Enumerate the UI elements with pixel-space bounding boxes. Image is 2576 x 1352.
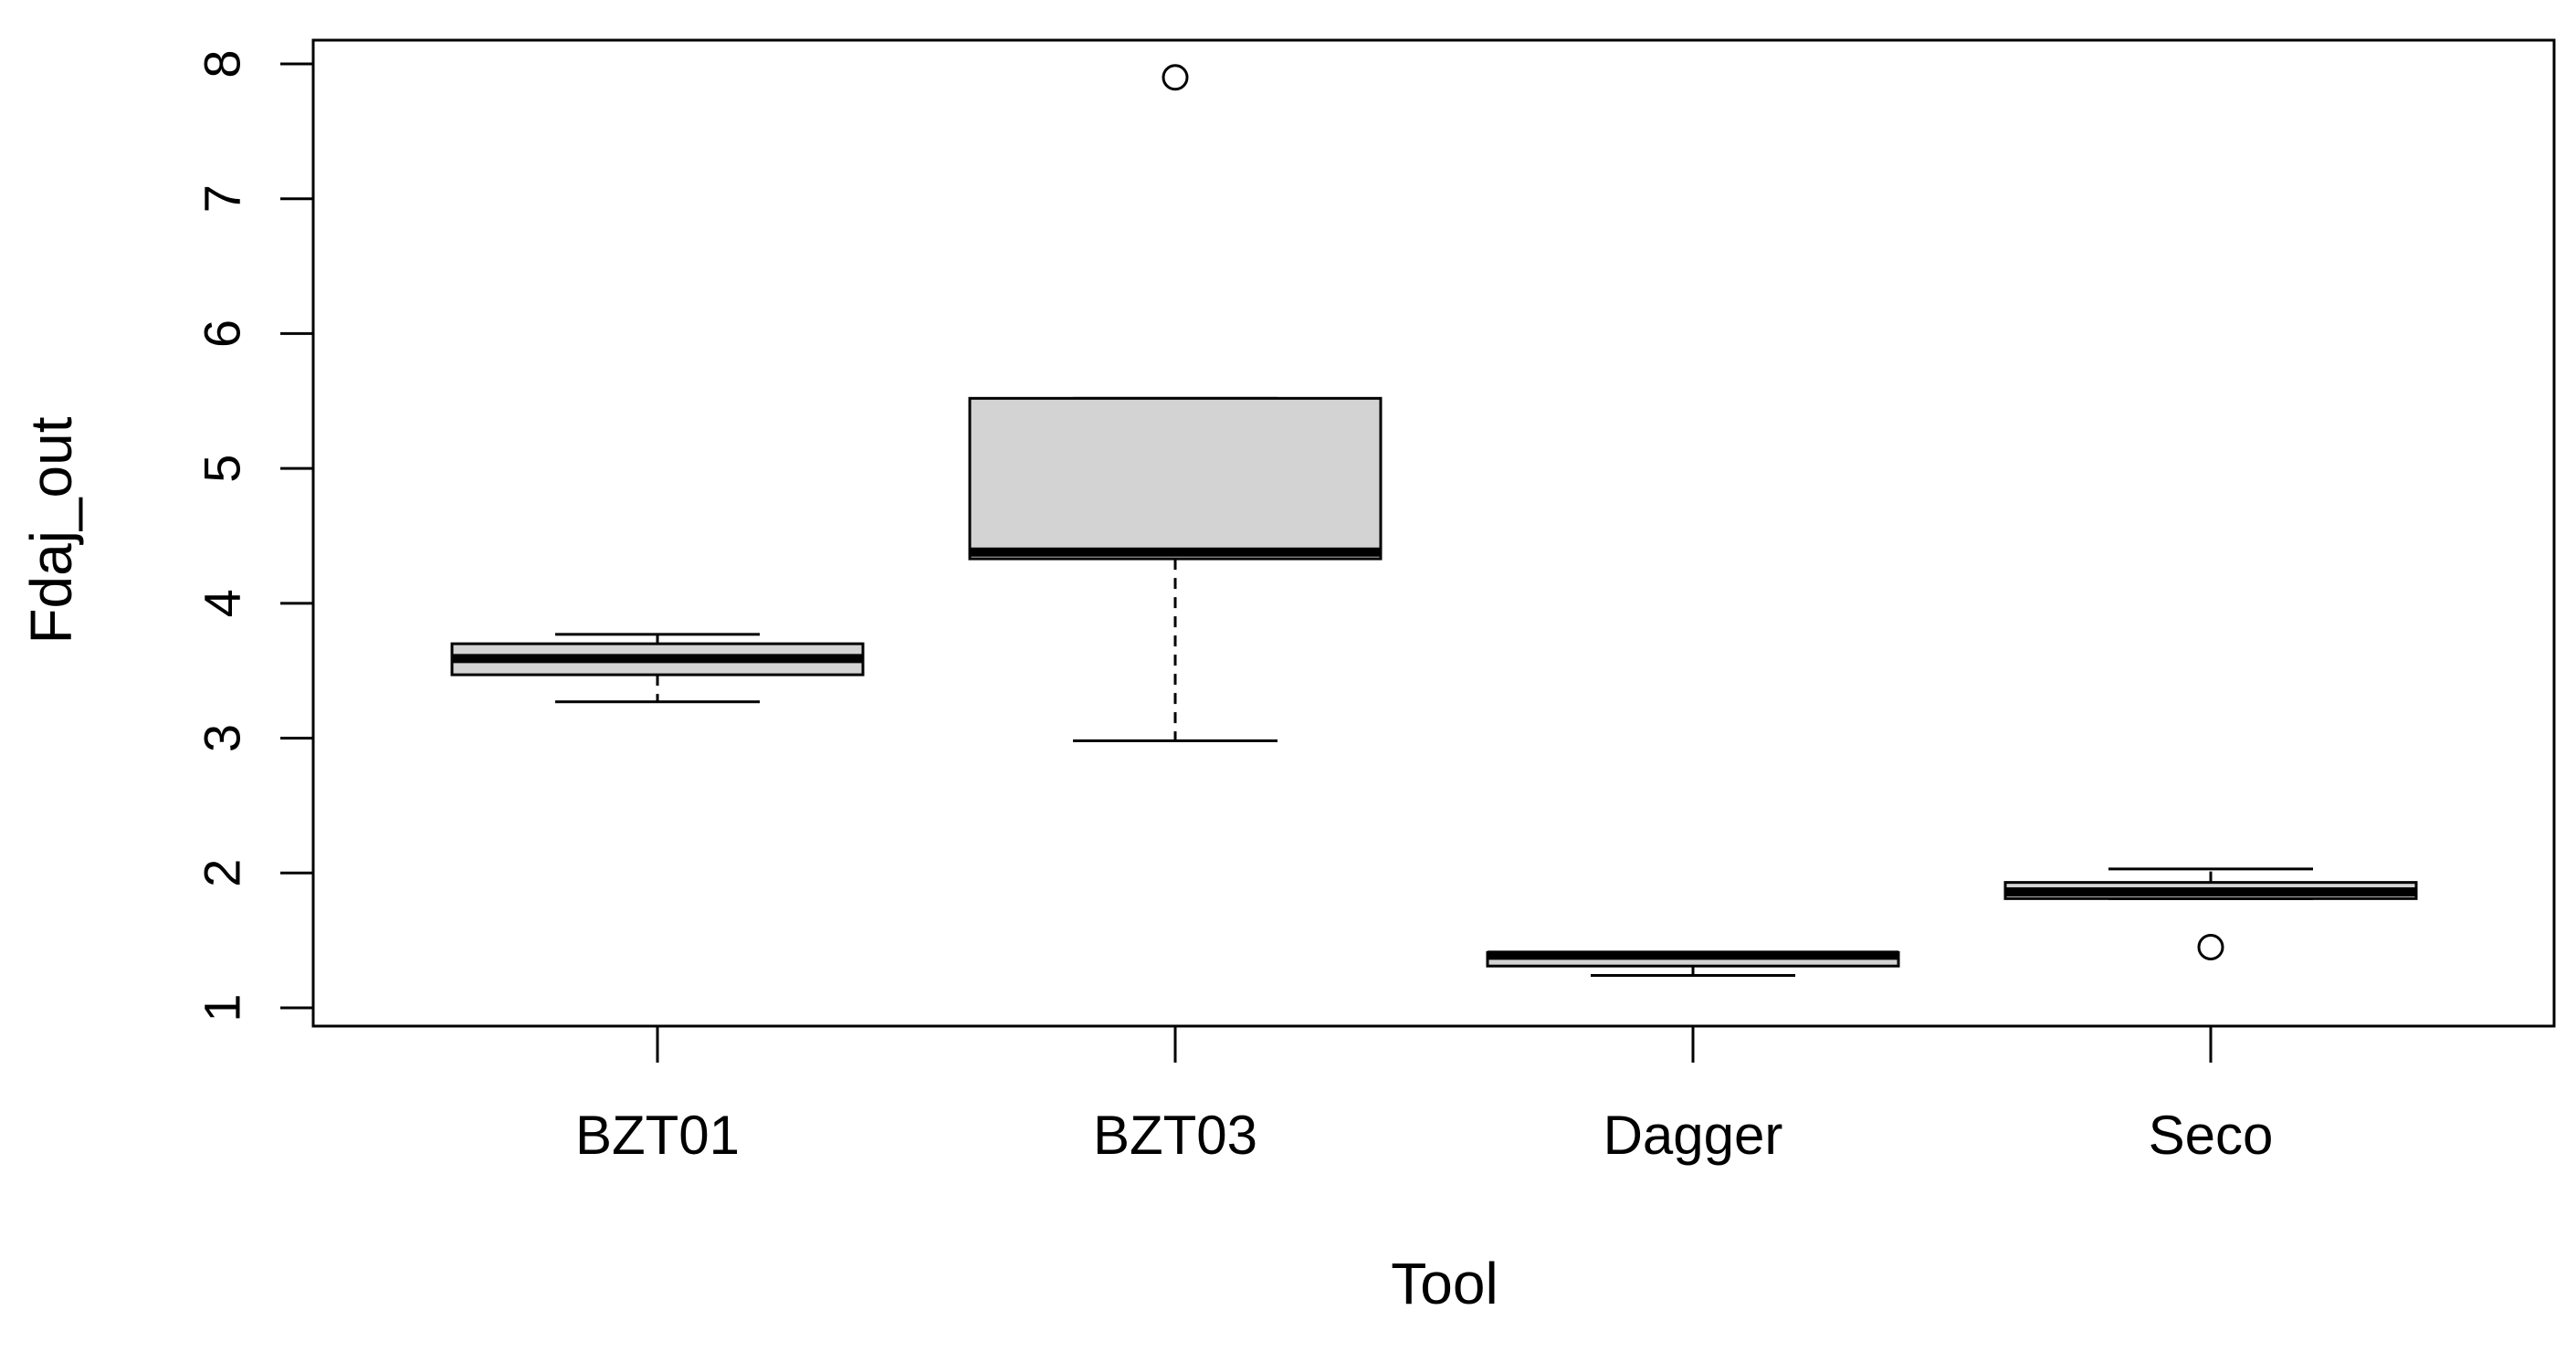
y-tick-label: 8 (194, 49, 251, 78)
x-tick-label: Dagger (1603, 1105, 1783, 1166)
plot-frame (311, 38, 2556, 1028)
box-dagger (1486, 950, 1900, 978)
box-bzt01 (450, 633, 865, 704)
y-tick-label: 1 (194, 993, 251, 1022)
x-tick-label: BZT03 (1093, 1105, 1257, 1166)
y-tick-label: 2 (194, 859, 251, 887)
y-tick-label: 5 (194, 455, 251, 483)
boxes-layer (450, 64, 2418, 978)
y-tick-label: 3 (194, 724, 251, 752)
y-tick-label: 6 (194, 320, 251, 348)
y-tick-label: 7 (194, 184, 251, 213)
outlier-point (2197, 934, 2224, 961)
x-axis-title: Tool (1391, 1251, 1498, 1316)
x-tick-label: Seco (2149, 1105, 2274, 1166)
box-bzt03 (968, 64, 1383, 743)
outlier-point (1162, 64, 1189, 91)
y-axis-title: Fdaj_out (18, 416, 84, 644)
y-tick-label: 4 (194, 589, 251, 617)
box-seco (2003, 867, 2418, 961)
x-tick-label: BZT01 (575, 1105, 740, 1166)
axes-layer: 1 2 3 4 5 6 7 8 BZT01 BZT03 Dagger Seco (194, 49, 2274, 1166)
box-body (968, 396, 1383, 561)
